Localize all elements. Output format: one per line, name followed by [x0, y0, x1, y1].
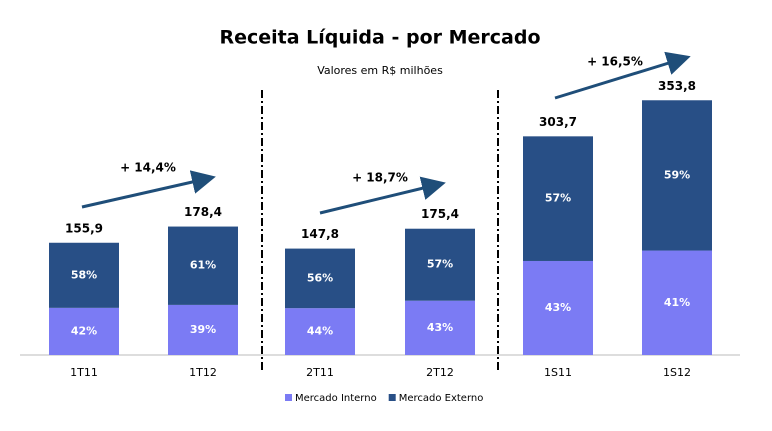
x-tick-label: 1T11 — [70, 366, 98, 379]
bar-segment — [49, 242, 119, 308]
x-tick-label: 1T12 — [189, 366, 217, 379]
total-label: 147,8 — [301, 227, 339, 241]
total-label: 303,7 — [539, 115, 577, 129]
arrow — [554, 51, 691, 100]
total-label: 353,8 — [658, 79, 696, 93]
legend-swatch — [285, 394, 292, 401]
bar-segment — [285, 308, 355, 355]
total-label: 178,4 — [184, 205, 222, 219]
segment-label: 44% — [307, 325, 333, 338]
segment-label: 58% — [71, 268, 97, 281]
bar-segment — [523, 260, 593, 355]
total-label: 175,4 — [421, 207, 459, 221]
legend-label: Mercado Interno — [295, 393, 377, 404]
bar-segment — [168, 304, 238, 355]
bar-segment — [405, 300, 475, 355]
bar-segment — [405, 228, 475, 301]
annotation: + 16,5% — [587, 55, 643, 69]
bar-segment — [285, 248, 355, 309]
x-tick-label: 2T12 — [426, 366, 454, 379]
segment-label: 43% — [545, 301, 571, 314]
x-tick-label: 1S12 — [663, 366, 691, 379]
arrow — [81, 170, 216, 209]
segment-label: 57% — [545, 192, 571, 205]
segment-label: 57% — [427, 258, 453, 271]
bar-segment — [523, 136, 593, 261]
x-tick-label: 1S11 — [544, 366, 572, 379]
segment-label: 42% — [71, 324, 97, 337]
annotation: + 14,4% — [120, 161, 176, 175]
segment-label: 59% — [664, 168, 690, 181]
segment-label: 43% — [427, 321, 453, 334]
chart-title: Receita Líquida - por Mercado — [219, 27, 540, 49]
annotation: + 18,7% — [352, 171, 408, 185]
bar-segment — [642, 250, 712, 355]
segment-label: 61% — [190, 259, 216, 272]
bar-segment — [168, 226, 238, 305]
bar-segment — [642, 100, 712, 251]
segment-label: 41% — [664, 296, 690, 309]
total-label: 155,9 — [65, 221, 103, 235]
segment-label: 56% — [307, 271, 333, 284]
bar-segment — [49, 307, 119, 355]
x-tick-label: 2T11 — [306, 366, 334, 379]
arrow — [319, 176, 446, 215]
legend-swatch — [388, 394, 396, 401]
segment-label: 39% — [190, 323, 216, 336]
legend-label: Mercado Externo — [399, 393, 484, 404]
chart-subtitle: Valores em R$ milhões — [317, 64, 443, 77]
